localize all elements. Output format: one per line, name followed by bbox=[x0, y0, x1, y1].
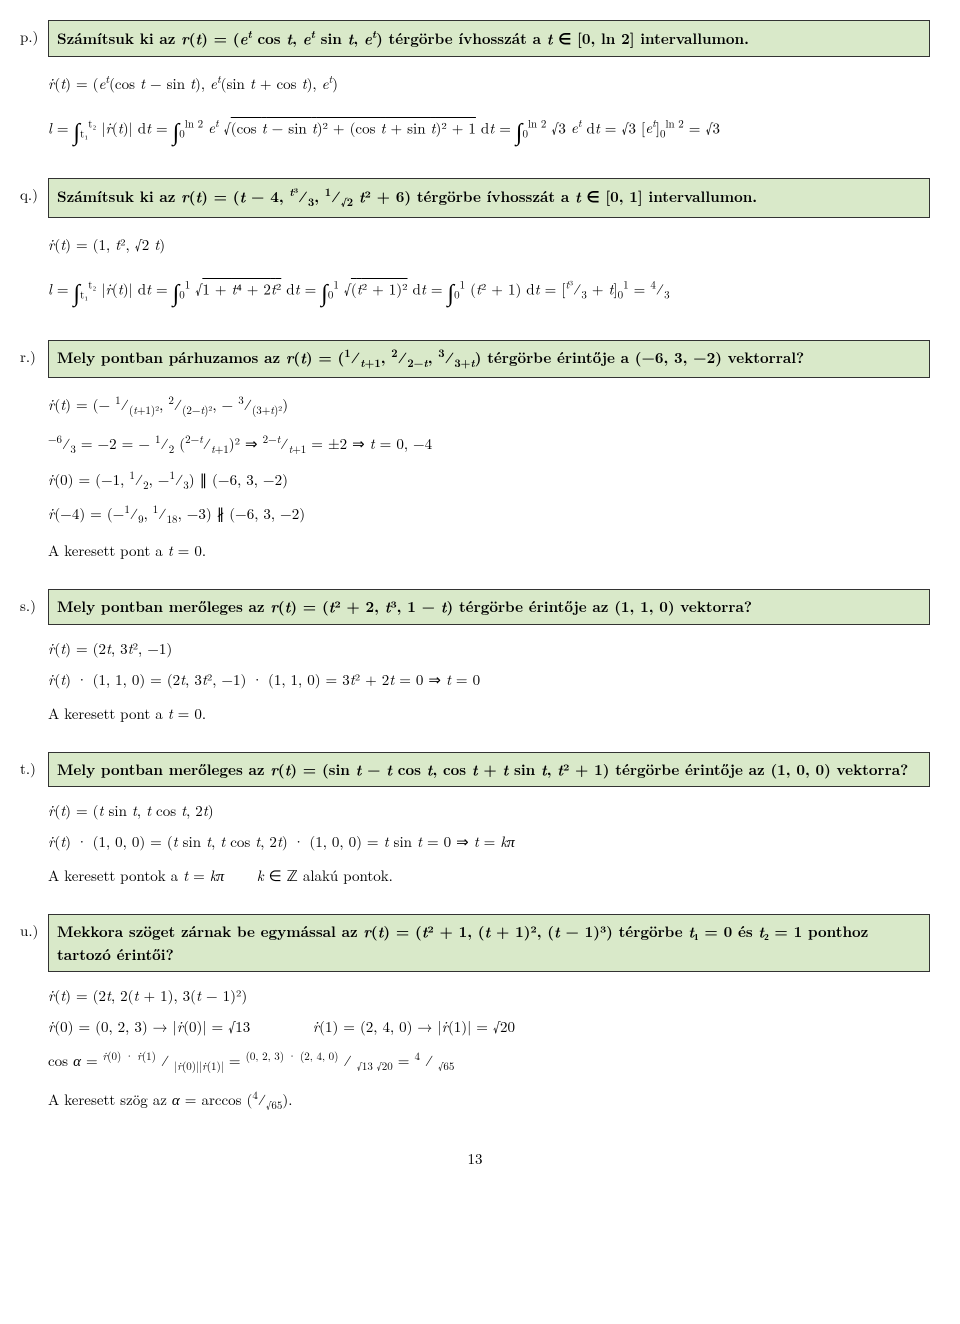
sol-q-line2: l = ∫t₁t₂ |r⃗̇(t)| dt = ∫01 √1 + t⁴ + 2t… bbox=[48, 265, 930, 318]
question-box-p: Számítsuk ki az r⃗(t) = (et cos t, et si… bbox=[48, 20, 930, 57]
question-text-s: Mely pontban merőleges az r⃗(t) = (t² + … bbox=[57, 596, 752, 617]
question-box-t: Mely pontban merőleges az r⃗(t) = (sin t… bbox=[48, 752, 930, 788]
problem-t: t.) Mely pontban merőleges az r⃗(t) = (s… bbox=[20, 752, 930, 788]
sol-t-line3: A keresett pontok a t = kπ k ∈ ℤ alakú p… bbox=[48, 859, 930, 892]
sol-r-line3: r⃗̇(0) = (−1, 1⁄2, −1⁄3) ∥ (−6, 3, −2) bbox=[48, 466, 930, 496]
solution-r: r⃗̇(t) = (− 1⁄(t+1)², 2⁄(2−t)², − 3⁄(3+t… bbox=[48, 388, 930, 567]
sol-p-line1: r⃗̇(t) = (et(cos t − sin t), et(sin t + … bbox=[48, 67, 930, 100]
sol-u-line4: A keresett szög az α = arccos (4⁄√65). bbox=[48, 1083, 930, 1118]
sol-s-line2: r⃗̇(t) · (1, 1, 0) = (2t, 3t², −1) · (1,… bbox=[48, 666, 930, 693]
solution-u: r⃗̇(t) = (2t, 2(t + 1), 3(t − 1)²) r⃗̇(0… bbox=[48, 982, 930, 1118]
solution-t: r⃗̇(t) = (t sin t, t cos t, 2t) r⃗̇(t) ·… bbox=[48, 797, 930, 892]
problem-label-p: p.) bbox=[20, 20, 48, 47]
sol-u-line1: r⃗̇(t) = (2t, 2(t + 1), 3(t − 1)²) bbox=[48, 982, 930, 1009]
sol-s-line1: r⃗̇(t) = (2t, 3t², −1) bbox=[48, 635, 930, 662]
sol-r-line2: −6⁄3 = −2 = − 1⁄2 (2−t⁄t+1)² ⇒ 2−t⁄t+1 =… bbox=[48, 427, 930, 462]
problem-label-s: s.) bbox=[20, 589, 48, 616]
sol-s-line3: A keresett pont a t = 0. bbox=[48, 697, 930, 730]
problem-r: r.) Mely pontban párhuzamos az r⃗(t) = (… bbox=[20, 340, 930, 379]
sol-r-line1: r⃗̇(t) = (− 1⁄(t+1)², 2⁄(2−t)², − 3⁄(3+t… bbox=[48, 388, 930, 423]
question-box-r: Mely pontban párhuzamos az r⃗(t) = (1⁄t+… bbox=[48, 340, 930, 379]
sol-r-line4: r⃗̇(−4) = (−1⁄9, 1⁄18, −3) ∦ (−6, 3, −2) bbox=[48, 500, 930, 530]
sol-r-line5: A keresett pont a t = 0. bbox=[48, 534, 930, 567]
problem-q: q.) Számítsuk ki az r⃗(t) = (t − 4, t³⁄3… bbox=[20, 178, 930, 218]
problem-u: u.) Mekkora szöget zárnak be egymással a… bbox=[20, 914, 930, 972]
solution-s: r⃗̇(t) = (2t, 3t², −1) r⃗̇(t) · (1, 1, 0… bbox=[48, 635, 930, 730]
question-box-u: Mekkora szöget zárnak be egymással az r⃗… bbox=[48, 914, 930, 972]
sol-t-line1: r⃗̇(t) = (t sin t, t cos t, 2t) bbox=[48, 797, 930, 824]
question-text-r: Mely pontban párhuzamos az r⃗(t) = (1⁄t+… bbox=[57, 347, 804, 368]
problem-label-t: t.) bbox=[20, 752, 48, 779]
question-text-p: Számítsuk ki az r⃗(t) = (et cos t, et si… bbox=[57, 28, 749, 49]
problem-label-q: q.) bbox=[20, 178, 48, 205]
question-box-q: Számítsuk ki az r⃗(t) = (t − 4, t³⁄3, 1⁄… bbox=[48, 178, 930, 218]
sol-u-line2: r⃗̇(0) = (0, 2, 3) → |r⃗̇(0)| = √13 r⃗̇(… bbox=[48, 1013, 930, 1040]
problem-p: p.) Számítsuk ki az r⃗(t) = (et cos t, e… bbox=[20, 20, 930, 57]
solution-q: r⃗̇(t) = (1, t², √2 t) l = ∫t₁t₂ |r⃗̇(t)… bbox=[48, 228, 930, 318]
question-text-q: Számítsuk ki az r⃗(t) = (t − 4, t³⁄3, 1⁄… bbox=[57, 186, 757, 207]
solution-p: r⃗̇(t) = (et(cos t − sin t), et(sin t + … bbox=[48, 67, 930, 157]
problem-label-u: u.) bbox=[20, 914, 48, 941]
sol-t-line2: r⃗̇(t) · (1, 0, 0) = (t sin t, t cos t, … bbox=[48, 828, 930, 855]
question-text-u: Mekkora szöget zárnak be egymással az r⃗… bbox=[57, 921, 868, 965]
page-number: 13 bbox=[20, 1148, 930, 1169]
question-box-s: Mely pontban merőleges az r⃗(t) = (t² + … bbox=[48, 589, 930, 625]
sol-q-line1: r⃗̇(t) = (1, t², √2 t) bbox=[48, 228, 930, 261]
sol-p-line2: l = ∫t₁t₂ |r⃗̇(t)| dt = ∫0ln 2 et √(cos … bbox=[48, 104, 930, 157]
sol-u-line3: cos α = r⃗̇(0) · r⃗̇(1) ⁄ |r⃗̇(0)||r⃗̇(1… bbox=[48, 1044, 930, 1079]
problem-label-r: r.) bbox=[20, 340, 48, 367]
problem-s: s.) Mely pontban merőleges az r⃗(t) = (t… bbox=[20, 589, 930, 625]
question-text-t: Mely pontban merőleges az r⃗(t) = (sin t… bbox=[57, 759, 908, 780]
